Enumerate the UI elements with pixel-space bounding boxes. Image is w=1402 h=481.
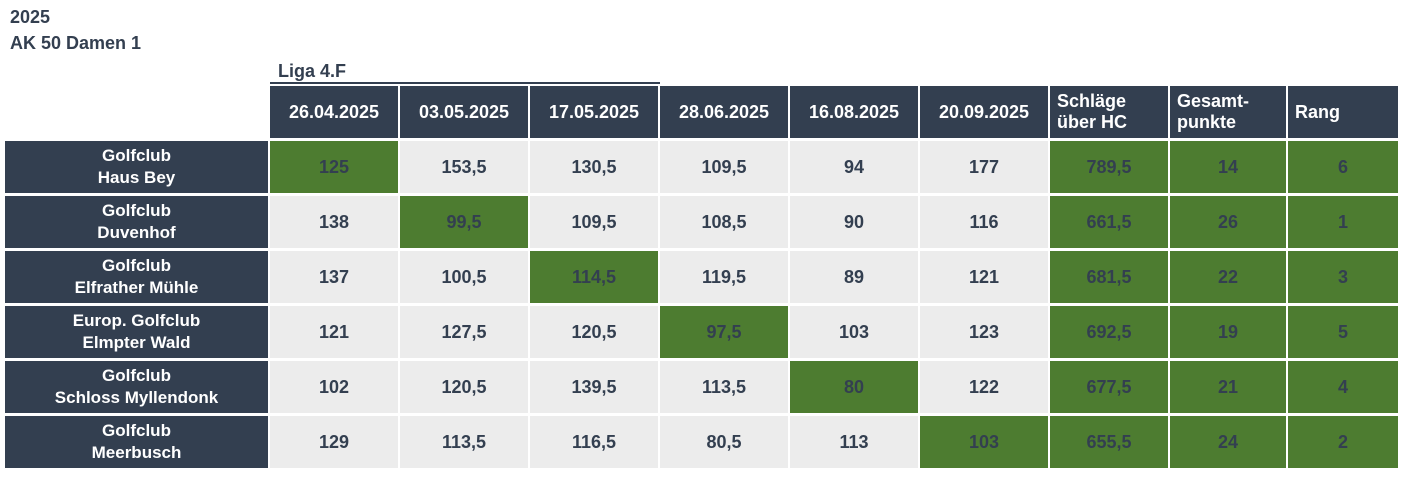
score-cell: 89 — [790, 251, 918, 303]
score-cell: 102 — [270, 361, 398, 413]
schlaege-total-cell: 655,5 — [1050, 416, 1168, 468]
score-cell: 116 — [920, 196, 1048, 248]
gesamtpunkte-cell: 24 — [1170, 416, 1286, 468]
rang-cell: 5 — [1288, 306, 1398, 358]
club-name-line2: Elfrather Mühle — [74, 278, 199, 297]
schlaege-ueber-hc-header: Schläge über HC — [1050, 86, 1168, 138]
rang-cell: 3 — [1288, 251, 1398, 303]
score-cell: 97,5 — [660, 306, 788, 358]
score-cell: 119,5 — [660, 251, 788, 303]
club-name-line2: Schloss Myllendonk — [54, 388, 219, 407]
score-cell: 108,5 — [660, 196, 788, 248]
club-name-cell: Golfclub Duvenhof — [5, 196, 268, 248]
score-cell: 121 — [920, 251, 1048, 303]
schlaege-total-cell: 692,5 — [1050, 306, 1168, 358]
score-cell: 122 — [920, 361, 1048, 413]
rang-cell: 1 — [1288, 196, 1398, 248]
score-cell: 113,5 — [400, 416, 528, 468]
league-group-title: AK 50 Damen 1 — [10, 33, 142, 53]
score-cell: 125 — [270, 141, 398, 193]
date-column-header: 28.06.2025 — [660, 86, 788, 138]
score-cell: 113 — [790, 416, 918, 468]
score-cell: 114,5 — [530, 251, 658, 303]
date-column-header: 03.05.2025 — [400, 86, 528, 138]
club-name-line1: Golfclub — [102, 420, 171, 440]
date-column-header: 16.08.2025 — [790, 86, 918, 138]
club-name-cell: Golfclub Schloss Myllendonk — [5, 361, 268, 413]
gesamtpunkte-cell: 14 — [1170, 141, 1286, 193]
rang-cell: 4 — [1288, 361, 1398, 413]
score-cell: 153,5 — [400, 141, 528, 193]
rang-cell: 2 — [1288, 416, 1398, 468]
club-name-line1: Golfclub — [102, 365, 171, 385]
club-name-cell: Golfclub Elfrather Mühle — [5, 251, 268, 303]
score-cell: 120,5 — [400, 361, 528, 413]
score-cell: 138 — [270, 196, 398, 248]
gesamtpunkte-header-line1: Gesamt- — [1177, 91, 1250, 112]
league-results-table: 26.04.2025 03.05.2025 17.05.2025 28.06.2… — [5, 86, 1398, 468]
score-cell: 80,5 — [660, 416, 788, 468]
score-cell: 120,5 — [530, 306, 658, 358]
score-cell: 100,5 — [400, 251, 528, 303]
schlaege-total-cell: 677,5 — [1050, 361, 1168, 413]
rang-cell: 6 — [1288, 141, 1398, 193]
score-cell: 129 — [270, 416, 398, 468]
score-cell: 127,5 — [400, 306, 528, 358]
score-cell: 94 — [790, 141, 918, 193]
gesamtpunkte-cell: 22 — [1170, 251, 1286, 303]
score-cell: 103 — [920, 416, 1048, 468]
club-name-line2: Elmpter Wald — [82, 333, 191, 352]
score-cell: 90 — [790, 196, 918, 248]
gesamtpunkte-header-line2: punkte — [1177, 112, 1237, 132]
schlaege-total-cell: 681,5 — [1050, 251, 1168, 303]
score-cell: 137 — [270, 251, 398, 303]
schlaege-header-line2: über HC — [1057, 112, 1128, 132]
score-cell: 109,5 — [660, 141, 788, 193]
score-cell: 139,5 — [530, 361, 658, 413]
gesamtpunkte-cell: 26 — [1170, 196, 1286, 248]
score-cell: 99,5 — [400, 196, 528, 248]
season-year: 2025 — [10, 7, 51, 27]
title-block: 2025 AK 50 Damen 1 — [10, 4, 141, 56]
date-column-header: 17.05.2025 — [530, 86, 658, 138]
schlaege-total-cell: 661,5 — [1050, 196, 1168, 248]
date-column-header: 26.04.2025 — [270, 86, 398, 138]
date-column-header: 20.09.2025 — [920, 86, 1048, 138]
club-name-cell: Europ. Golfclub Elmpter Wald — [5, 306, 268, 358]
score-cell: 121 — [270, 306, 398, 358]
score-cell: 103 — [790, 306, 918, 358]
club-name-line1: Golfclub — [102, 255, 171, 275]
rang-header: Rang — [1288, 86, 1398, 138]
score-cell: 80 — [790, 361, 918, 413]
score-cell: 109,5 — [530, 196, 658, 248]
club-name-line2: Duvenhof — [97, 223, 176, 242]
club-name-line1: Golfclub — [102, 145, 171, 165]
liga-label: Liga 4.F — [270, 56, 660, 84]
club-name-line1: Golfclub — [102, 200, 171, 220]
table-corner-blank — [5, 86, 268, 138]
rang-header-line1: Rang — [1295, 101, 1340, 122]
gesamtpunkte-header: Gesamt- punkte — [1170, 86, 1286, 138]
club-name-cell: Golfclub Haus Bey — [5, 141, 268, 193]
score-cell: 130,5 — [530, 141, 658, 193]
score-cell: 113,5 — [660, 361, 788, 413]
liga-label-text: Liga 4.F — [278, 61, 347, 81]
score-cell: 123 — [920, 306, 1048, 358]
score-cell: 116,5 — [530, 416, 658, 468]
schlaege-total-cell: 789,5 — [1050, 141, 1168, 193]
club-name-cell: Golfclub Meerbusch — [5, 416, 268, 468]
club-name-line2: Meerbusch — [91, 443, 182, 462]
gesamtpunkte-cell: 19 — [1170, 306, 1286, 358]
club-name-line1: Europ. Golfclub — [72, 310, 201, 330]
club-name-line2: Haus Bey — [97, 168, 176, 187]
schlaege-header-line1: Schläge — [1057, 91, 1127, 112]
score-cell: 177 — [920, 141, 1048, 193]
gesamtpunkte-cell: 21 — [1170, 361, 1286, 413]
